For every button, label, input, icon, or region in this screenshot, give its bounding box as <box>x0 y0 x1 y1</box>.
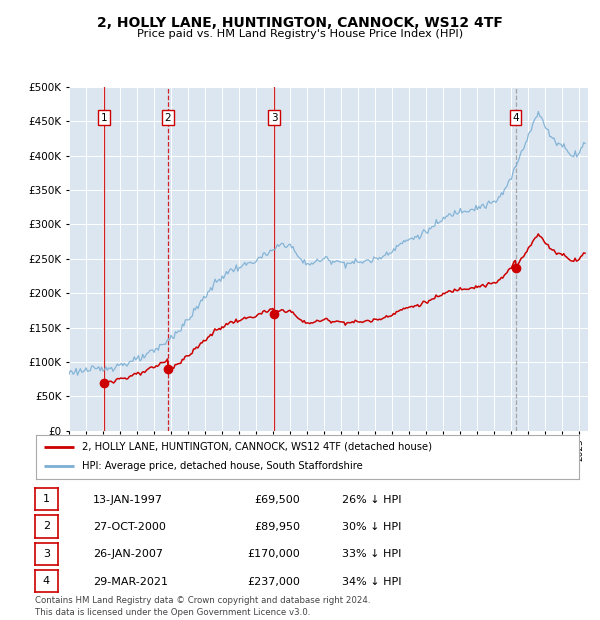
Text: £89,950: £89,950 <box>254 522 300 532</box>
Text: 2: 2 <box>43 521 50 531</box>
Text: 2, HOLLY LANE, HUNTINGTON, CANNOCK, WS12 4TF (detached house): 2, HOLLY LANE, HUNTINGTON, CANNOCK, WS12… <box>82 442 432 452</box>
Text: 26-JAN-2007: 26-JAN-2007 <box>93 549 163 559</box>
Text: 27-OCT-2000: 27-OCT-2000 <box>93 522 166 532</box>
Text: 29-MAR-2021: 29-MAR-2021 <box>93 577 168 587</box>
Text: 1: 1 <box>100 113 107 123</box>
Text: £170,000: £170,000 <box>247 549 300 559</box>
Text: £237,000: £237,000 <box>247 577 300 587</box>
Text: Price paid vs. HM Land Registry's House Price Index (HPI): Price paid vs. HM Land Registry's House … <box>137 29 463 38</box>
Text: 1: 1 <box>43 494 50 504</box>
Text: 34% ↓ HPI: 34% ↓ HPI <box>342 577 401 587</box>
Text: 26% ↓ HPI: 26% ↓ HPI <box>342 495 401 505</box>
Text: 2: 2 <box>165 113 172 123</box>
Text: 4: 4 <box>43 576 50 586</box>
Text: 4: 4 <box>512 113 519 123</box>
Text: Contains HM Land Registry data © Crown copyright and database right 2024.
This d: Contains HM Land Registry data © Crown c… <box>35 596 370 617</box>
Text: 3: 3 <box>43 549 50 559</box>
Text: 2, HOLLY LANE, HUNTINGTON, CANNOCK, WS12 4TF: 2, HOLLY LANE, HUNTINGTON, CANNOCK, WS12… <box>97 16 503 30</box>
Text: £69,500: £69,500 <box>254 495 300 505</box>
Text: 3: 3 <box>271 113 278 123</box>
Text: HPI: Average price, detached house, South Staffordshire: HPI: Average price, detached house, Sout… <box>82 461 363 471</box>
Text: 33% ↓ HPI: 33% ↓ HPI <box>342 549 401 559</box>
Text: 13-JAN-1997: 13-JAN-1997 <box>93 495 163 505</box>
Text: 30% ↓ HPI: 30% ↓ HPI <box>342 522 401 532</box>
